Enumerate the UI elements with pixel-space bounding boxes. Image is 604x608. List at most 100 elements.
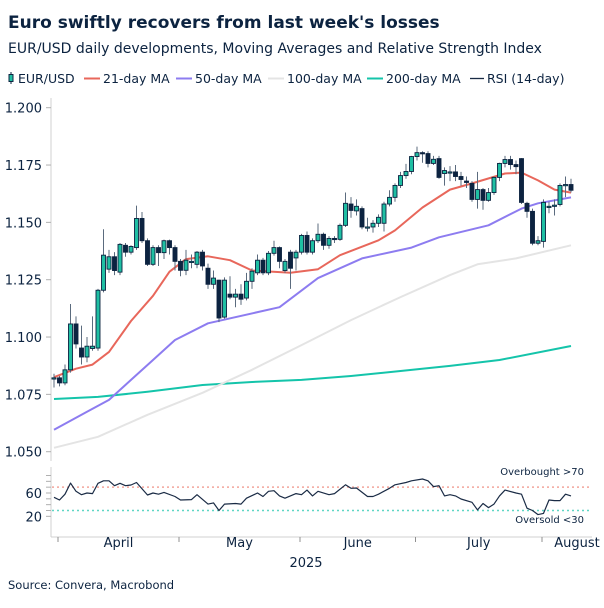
candle xyxy=(57,376,62,387)
candle xyxy=(128,245,134,255)
candle-body-down xyxy=(420,152,425,155)
y-tick-label: 1.125 xyxy=(5,274,42,289)
ma-line-100-day-ma xyxy=(53,244,572,449)
candle xyxy=(293,249,299,271)
candle-body-down xyxy=(238,293,244,300)
candle xyxy=(392,183,398,202)
candlestick-icon xyxy=(8,72,14,84)
candle-body-up xyxy=(255,259,260,274)
candle-body-up xyxy=(128,245,134,253)
candle-body-up xyxy=(233,293,238,298)
candle xyxy=(557,183,563,207)
legend-item-eurusd: EUR/USD xyxy=(8,71,75,86)
candle-body-up xyxy=(546,205,552,208)
candle xyxy=(365,217,370,232)
legend-label: 50-day MA xyxy=(195,71,262,86)
candle-body-down xyxy=(568,184,574,191)
candle-body-up xyxy=(266,252,271,274)
candle-body-up xyxy=(442,170,447,174)
legend-label: 100-day MA xyxy=(287,71,362,86)
candle-body-up xyxy=(134,218,139,249)
y-tick-label: 1.175 xyxy=(5,159,42,174)
candle-body-down xyxy=(513,164,519,168)
candle-body-up xyxy=(497,162,502,178)
candle-body-down xyxy=(304,234,310,253)
candle-body-up xyxy=(244,280,249,299)
candle-body-down xyxy=(453,171,458,177)
candle-body-up xyxy=(376,216,381,224)
chart-title: Euro swiftly recovers from last week's l… xyxy=(8,13,440,33)
candle xyxy=(475,171,480,209)
candle-body-up xyxy=(343,202,348,226)
candle-body-up xyxy=(211,277,216,285)
candle xyxy=(150,245,156,266)
candle xyxy=(337,223,343,241)
candle-body-up xyxy=(117,243,123,273)
candle xyxy=(233,288,238,308)
candle xyxy=(508,155,513,170)
candle xyxy=(348,197,354,218)
candle-body-up xyxy=(365,226,370,229)
candle xyxy=(381,201,387,232)
candle xyxy=(134,205,139,250)
candle xyxy=(491,176,497,195)
candle xyxy=(139,212,145,244)
candle xyxy=(90,316,95,351)
candle-body-up xyxy=(62,369,68,384)
candle-body-down xyxy=(227,293,233,298)
candle-body-down xyxy=(288,251,293,269)
candle-body-down xyxy=(205,267,211,285)
candle xyxy=(310,238,315,255)
rsi-tick-label: 20 xyxy=(25,510,42,525)
candle xyxy=(282,259,288,273)
candle xyxy=(464,176,469,188)
candle-body-up xyxy=(194,251,200,265)
legend-label: RSI (14-day) xyxy=(487,71,564,86)
candle-body-up xyxy=(354,205,359,212)
candle-body-up xyxy=(502,159,508,164)
legend-item-21-day-ma: 21-day MA xyxy=(84,71,170,86)
candle xyxy=(178,259,183,277)
candle xyxy=(200,249,205,271)
candle xyxy=(326,236,332,249)
candle-body-down xyxy=(260,259,266,274)
candle-body-up xyxy=(557,184,563,205)
candle-body-up xyxy=(95,289,101,349)
candle-body-down xyxy=(519,158,524,203)
candle-body-down xyxy=(123,244,128,253)
candle xyxy=(563,176,568,198)
candle-body-up xyxy=(552,204,557,207)
candle xyxy=(84,337,90,363)
candle-body-up xyxy=(491,176,497,194)
candle xyxy=(123,243,128,257)
y-tick-label: 1.200 xyxy=(5,102,42,117)
candle-body-up xyxy=(398,175,403,186)
x-year-label: 2025 xyxy=(289,556,322,571)
candle-body-down xyxy=(348,203,354,211)
candle-body-up xyxy=(68,323,73,371)
candle xyxy=(244,272,249,301)
candle xyxy=(480,187,486,210)
candle xyxy=(304,231,310,255)
candle xyxy=(442,167,447,186)
candle-body-up xyxy=(299,234,304,253)
ma-line-50-day-ma xyxy=(53,196,572,431)
candle-body-up xyxy=(90,345,95,349)
candle xyxy=(79,325,84,365)
candle xyxy=(194,251,200,269)
y-tick-label: 1.150 xyxy=(5,216,42,231)
candle xyxy=(167,239,172,255)
candle xyxy=(266,251,271,276)
candle xyxy=(145,238,150,266)
candle-body-up xyxy=(326,237,332,246)
candle xyxy=(387,190,392,207)
x-month-label: July xyxy=(466,536,491,551)
rsi-tick-label: 60 xyxy=(25,487,42,502)
candle-body-up xyxy=(475,189,480,200)
candle xyxy=(535,236,541,246)
candle-body-down xyxy=(139,218,145,242)
candle xyxy=(458,171,464,186)
candle xyxy=(354,199,359,216)
candle xyxy=(524,201,530,218)
legend-item-100-day-ma: 100-day MA xyxy=(268,71,362,86)
